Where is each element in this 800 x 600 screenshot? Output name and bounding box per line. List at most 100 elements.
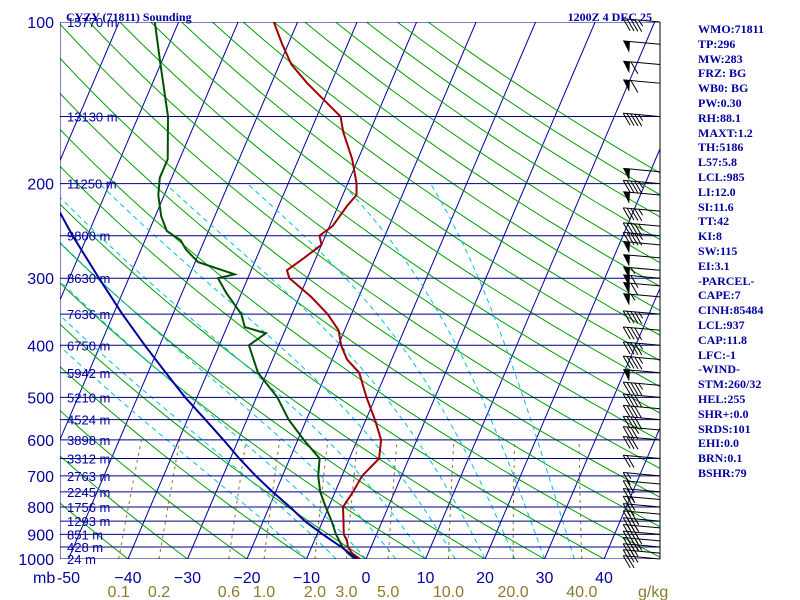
- barb-full: [630, 394, 639, 407]
- barb-full: [626, 382, 635, 395]
- height-label: 851 m: [67, 527, 103, 542]
- wind-barb: [622, 112, 661, 127]
- barb-flag: [623, 369, 630, 382]
- barb-staff: [623, 472, 661, 477]
- wind-barb: [622, 207, 661, 222]
- temperature-trace: [272, 22, 383, 559]
- barb-full: [626, 232, 635, 245]
- barb-full: [622, 405, 631, 418]
- parcel-trace: [60, 210, 358, 559]
- mixing-ratio-label: 2.0: [304, 584, 326, 600]
- wind-barb: [623, 167, 661, 181]
- dry-adiabat-line: [60, 92, 660, 528]
- wind-barb: [622, 393, 661, 408]
- barb-full: [630, 382, 639, 396]
- barb-full: [622, 524, 631, 537]
- isotherm-line: [544, 287, 660, 559]
- index-item: TH:5186: [698, 140, 744, 155]
- mixing-ratio-label: 40.0: [566, 584, 597, 600]
- index-item: SRDS:101: [698, 421, 751, 436]
- index-item: KI:8: [698, 229, 722, 244]
- pressure-tick-label: 100: [27, 15, 54, 32]
- barb-half: [638, 343, 644, 350]
- barb-full: [634, 114, 643, 127]
- index-item: HEL:255: [698, 391, 746, 406]
- wind-barb: [622, 310, 661, 325]
- barb-full: [634, 19, 643, 32]
- mixing-ratio-label: 5.0: [377, 584, 399, 600]
- barb-full: [630, 275, 639, 288]
- barb-half: [638, 311, 644, 319]
- barb-full: [622, 517, 631, 531]
- wind-barb: [623, 79, 661, 93]
- moist-adiabat-line: [60, 314, 337, 559]
- barb-staff: [623, 530, 661, 535]
- barb-full: [630, 282, 639, 296]
- barb-full: [634, 417, 643, 430]
- dry-adiabat-line: [366, 22, 660, 218]
- barb-flag: [623, 79, 630, 92]
- mixing-ratio-line: [447, 439, 455, 559]
- barb-full: [630, 342, 639, 355]
- isotherm-line: [365, 22, 596, 559]
- barb-full: [630, 61, 639, 75]
- temperature-tick-label: −40: [114, 570, 141, 587]
- pressure-tick-label: 900: [27, 527, 54, 544]
- height-label: 4524 m: [67, 413, 110, 428]
- barb-full: [626, 394, 635, 407]
- height-label: 6750 m: [67, 338, 110, 353]
- wind-barb: [623, 254, 661, 267]
- temperature-tick-label: 40: [595, 570, 613, 587]
- barb-staff: [623, 495, 661, 501]
- temperature-tick-label: −20: [233, 570, 260, 587]
- barb-full: [626, 356, 635, 369]
- temperature-tick-label: -50: [57, 570, 80, 587]
- wind-barb: [622, 537, 661, 551]
- mixing-ratio-line: [346, 439, 359, 559]
- barb-staff: [623, 393, 661, 398]
- dry-adiabat-line: [119, 22, 660, 414]
- barb-full: [622, 180, 631, 193]
- height-label: 1756 m: [67, 500, 110, 515]
- pressure-tick-label: 300: [27, 271, 54, 288]
- station-title: CYZY (71811) Sounding: [66, 10, 192, 24]
- temperature-tick-label: −10: [293, 570, 320, 587]
- dry-adiabat-line: [242, 22, 660, 312]
- index-item: LCL:937: [698, 317, 745, 332]
- barb-full: [626, 113, 635, 126]
- wind-barb: [623, 60, 661, 75]
- dry-adiabat-line: [181, 22, 660, 362]
- barb-full: [626, 18, 635, 32]
- barb-full: [622, 207, 631, 221]
- index-item: CAPE:7: [698, 288, 741, 303]
- index-item: LI:12.0: [698, 184, 736, 199]
- dry-adiabat-line: [60, 165, 605, 559]
- barb-full: [622, 113, 631, 126]
- index-item: CINH:85484: [698, 303, 764, 318]
- barb-staff: [623, 524, 661, 529]
- isotherm-line: [68, 22, 299, 559]
- barb-full: [626, 496, 635, 509]
- pressure-tick-label: 200: [27, 177, 54, 194]
- barb-staff: [623, 310, 661, 315]
- mixing-ratio-label: 10.0: [433, 584, 464, 600]
- height-label: 13130 m: [67, 110, 118, 125]
- dry-adiabat-line: [60, 455, 188, 559]
- sounding-traces: [60, 22, 383, 559]
- barb-full: [626, 480, 635, 494]
- isotherm-line: [425, 22, 656, 559]
- barb-flag: [623, 274, 630, 287]
- index-item: -WIND-: [698, 362, 740, 377]
- barb-full: [622, 355, 631, 369]
- barb-half: [638, 114, 644, 121]
- barb-half: [638, 383, 644, 390]
- barb-flag: [623, 241, 630, 254]
- barb-flag: [623, 40, 630, 53]
- wind-barb: [622, 480, 661, 494]
- barb-staff: [623, 549, 661, 554]
- dry-adiabat-line: [60, 323, 367, 559]
- barb-full: [626, 180, 635, 193]
- barb-full: [622, 543, 631, 556]
- dry-adiabat-line: [396, 22, 660, 196]
- sounding-time: 1200Z 4 DEC 25: [568, 10, 652, 24]
